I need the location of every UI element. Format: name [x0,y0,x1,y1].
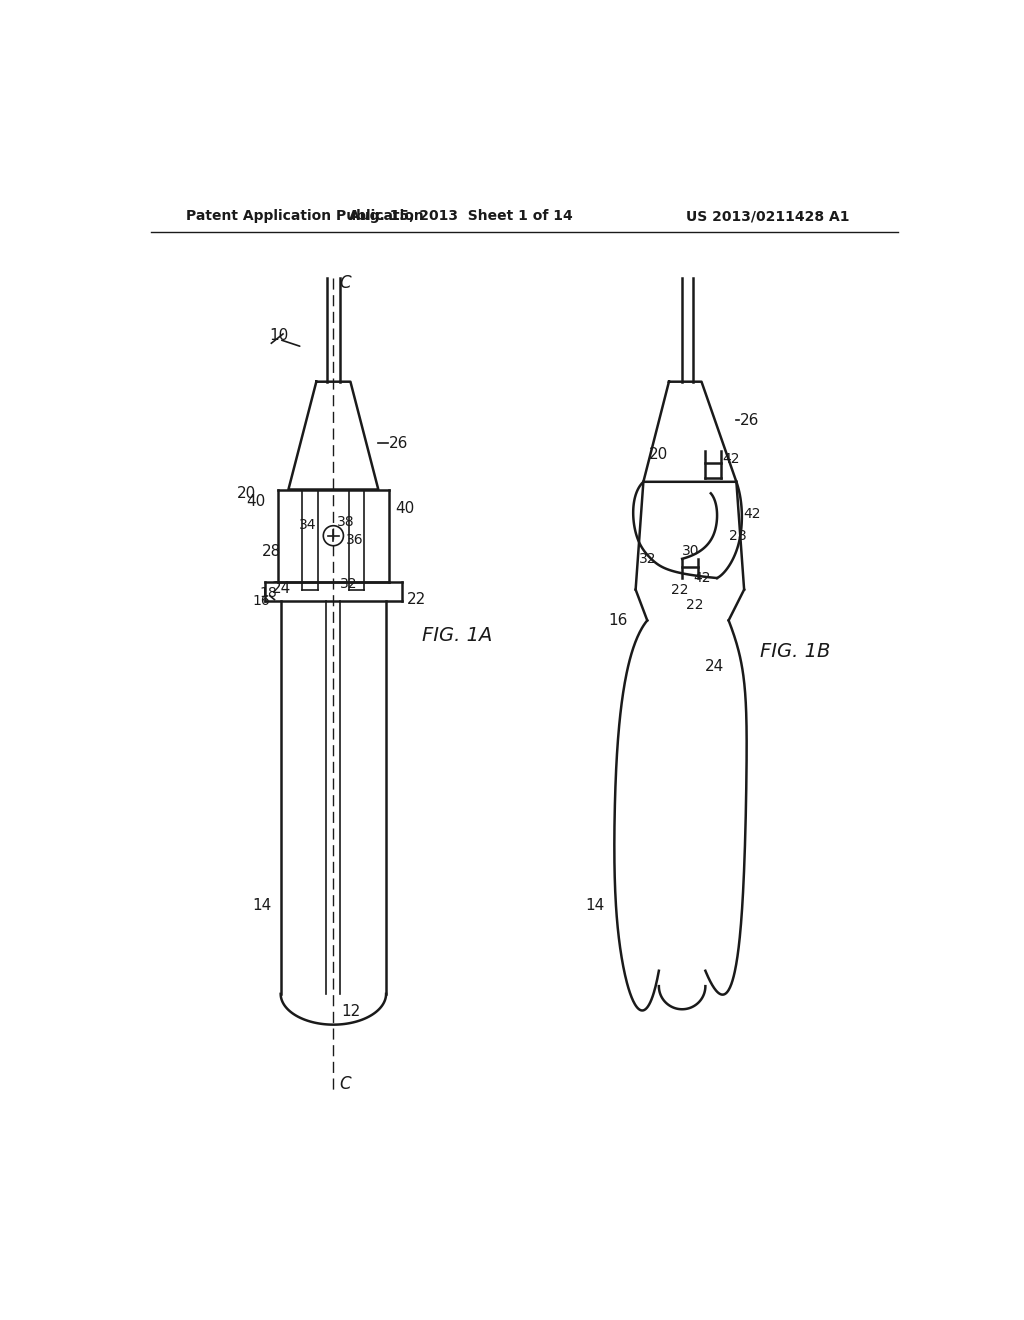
Text: 12: 12 [341,1005,360,1019]
Text: 22: 22 [671,582,688,597]
Text: 16: 16 [608,612,628,628]
Text: 22: 22 [686,598,703,612]
Text: 36: 36 [346,532,364,546]
Text: 26: 26 [389,436,409,451]
Text: C: C [340,275,351,292]
Text: 42: 42 [722,451,740,466]
Text: 18: 18 [260,586,278,601]
Text: 26: 26 [740,413,760,428]
Text: 40: 40 [395,502,415,516]
Text: 30: 30 [682,544,699,558]
Text: 42: 42 [693,572,712,585]
Text: 22: 22 [407,593,426,607]
Text: 20: 20 [237,486,256,500]
Text: Aug. 15, 2013  Sheet 1 of 14: Aug. 15, 2013 Sheet 1 of 14 [349,209,573,223]
Text: 42: 42 [743,507,761,521]
Text: 32: 32 [340,577,357,591]
Text: 14: 14 [586,898,604,913]
Text: 16: 16 [252,594,270,609]
Text: FIG. 1B: FIG. 1B [760,642,830,661]
Text: 20: 20 [649,447,668,462]
Text: FIG. 1A: FIG. 1A [423,626,493,645]
Text: Patent Application Publication: Patent Application Publication [186,209,424,223]
Text: 28: 28 [729,529,746,543]
Text: 38: 38 [337,515,355,529]
Text: 34: 34 [299,517,316,532]
Text: 24: 24 [706,659,725,675]
Text: 14: 14 [252,898,271,913]
Text: 10: 10 [269,327,289,343]
Text: US 2013/0211428 A1: US 2013/0211428 A1 [686,209,850,223]
Text: 40: 40 [246,494,265,508]
Text: 24: 24 [271,581,291,595]
Text: 32: 32 [639,552,656,566]
Text: C: C [340,1074,351,1093]
Text: 28: 28 [261,544,281,558]
